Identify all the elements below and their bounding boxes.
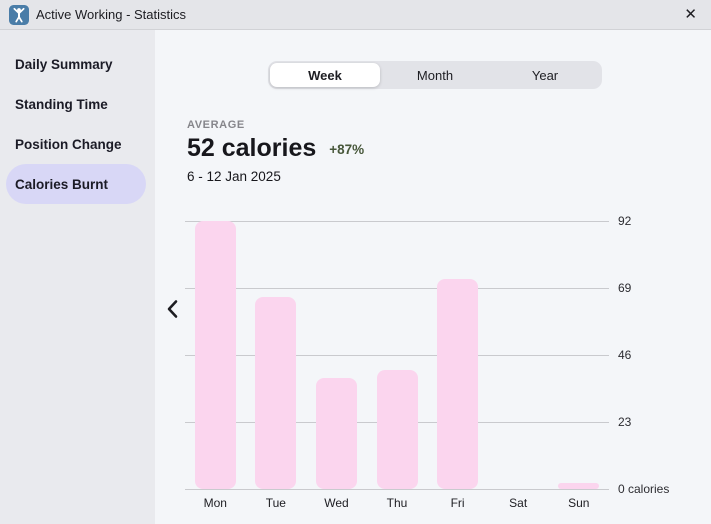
bar-column	[548, 221, 609, 489]
x-axis-label-sat: Sat	[509, 496, 528, 510]
x-axis-label-tue: Tue	[265, 496, 286, 510]
sidebar-item-position-change[interactable]: Position Change	[6, 124, 146, 164]
summary-block: AVERAGE 52 calories +87% 6 - 12 Jan 2025	[187, 119, 364, 184]
y-axis-tick-label: 46	[618, 348, 632, 362]
previous-period-button[interactable]	[160, 293, 184, 325]
main-content: Week Month Year AVERAGE 52 calories +87%…	[155, 30, 711, 524]
x-axis-label-wed: Wed	[324, 496, 349, 510]
calories-bar-chart: 92 69 46 23 0 calories Mon Tue Wed Thu Fri Sat Sun	[185, 214, 669, 510]
gridline: 69	[185, 281, 631, 295]
window-titlebar[interactable]: Active Working - Statistics ✕	[0, 0, 711, 30]
sidebar-item-label: Standing Time	[15, 96, 108, 112]
gridline: 46	[185, 348, 631, 362]
x-axis-label-sun: Sun	[568, 496, 590, 510]
sidebar-item-label: Position Change	[15, 136, 122, 152]
sidebar-item-standing-time[interactable]: Standing Time	[6, 84, 146, 124]
bar-thu[interactable]	[376, 369, 418, 489]
bar-column	[488, 221, 549, 489]
y-axis-tick-label: 69	[618, 281, 632, 295]
bar-mon[interactable]	[194, 221, 236, 489]
sidebar-item-label: Calories Burnt	[15, 176, 109, 192]
chevron-left-icon	[167, 300, 178, 318]
tab-year[interactable]: Year	[531, 67, 559, 83]
bar-tue[interactable]	[255, 296, 297, 489]
sidebar-item-label: Daily Summary	[15, 56, 113, 72]
window-body: Daily Summary Standing Time Position Cha…	[0, 30, 711, 524]
bar-column	[427, 221, 488, 489]
gridline: 0 calories	[185, 482, 669, 496]
sidebar: Daily Summary Standing Time Position Cha…	[0, 30, 155, 524]
average-label: AVERAGE	[187, 119, 245, 131]
gridline: 92	[185, 214, 631, 228]
bar-column	[246, 221, 307, 489]
window-title: Active Working - Statistics	[36, 7, 187, 22]
bar-column	[185, 221, 246, 489]
bars	[185, 221, 609, 489]
period-segmented-control: Week Month Year	[268, 61, 602, 89]
y-axis-tick-label: 0 calories	[618, 482, 670, 496]
bar-column	[306, 221, 367, 489]
x-axis-labels: Mon Tue Wed Thu Fri Sat Sun	[185, 496, 609, 510]
x-axis-label-fri: Fri	[450, 496, 465, 510]
bar-wed[interactable]	[315, 378, 357, 489]
x-axis-label-thu: Thu	[386, 496, 408, 510]
sidebar-item-daily-summary[interactable]: Daily Summary	[6, 44, 146, 84]
delta-badge: +87%	[329, 142, 365, 157]
average-value: 52 calories	[187, 134, 317, 162]
x-axis-label-mon: Mon	[203, 496, 227, 510]
close-icon[interactable]: ✕	[684, 6, 697, 23]
bar-fri[interactable]	[437, 279, 479, 489]
y-axis-tick-label: 23	[618, 415, 632, 429]
bar-sun[interactable]	[558, 483, 600, 489]
tab-week[interactable]: Week	[270, 63, 380, 87]
date-range: 6 - 12 Jan 2025	[187, 169, 281, 184]
sidebar-item-calories-burnt[interactable]: Calories Burnt	[6, 164, 146, 204]
bar-column	[367, 221, 428, 489]
app-icon	[9, 4, 29, 25]
tab-month[interactable]: Month	[416, 67, 454, 83]
y-axis-tick-label: 92	[618, 214, 632, 228]
